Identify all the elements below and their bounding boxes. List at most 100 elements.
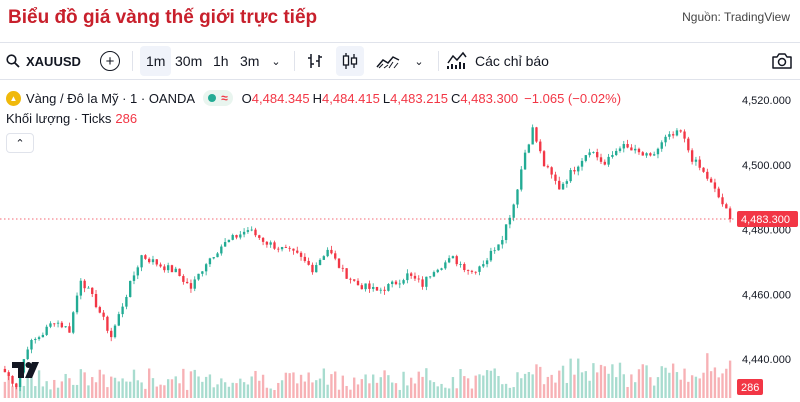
- volume-bar: [322, 368, 326, 398]
- candle-body: [428, 276, 432, 278]
- candle-body: [72, 312, 75, 333]
- volume-bar: [550, 374, 553, 398]
- volume-bar: [542, 384, 546, 398]
- candle-body: [668, 134, 671, 137]
- interval-3m-button[interactable]: 3m: [240, 53, 260, 69]
- candle-body: [611, 154, 614, 157]
- volume-bar: [584, 371, 587, 398]
- market-status-badge[interactable]: ≈: [203, 90, 233, 106]
- candle-body: [425, 276, 428, 287]
- volume-bar: [334, 371, 337, 398]
- price-tick-label: 4,460.000: [742, 289, 791, 301]
- volume-bar: [611, 364, 614, 398]
- volume-bar: [409, 377, 413, 398]
- volume-bar: [440, 383, 443, 398]
- volume-bar: [269, 388, 272, 398]
- candle-body: [459, 264, 462, 265]
- volume-bar: [212, 387, 215, 398]
- collapse-legend-button[interactable]: ⌃: [6, 133, 34, 153]
- candle-body: [497, 244, 500, 251]
- screenshot-button[interactable]: [768, 46, 796, 76]
- candle-body: [113, 325, 117, 338]
- volume-bar: [132, 369, 136, 398]
- volume-bar: [664, 367, 667, 398]
- compare-symbol-button[interactable]: +: [98, 43, 122, 79]
- candle-body: [269, 242, 272, 245]
- volume-bar: [311, 382, 314, 398]
- instrument-name: Vàng / Đô la Mỹ · 1 · OANDA: [26, 90, 196, 106]
- candle-body: [478, 266, 481, 272]
- candle-body: [637, 148, 641, 153]
- candle-body: [102, 312, 105, 317]
- bar-style-button[interactable]: [301, 46, 329, 76]
- volume-bar: [22, 385, 26, 398]
- price-axis[interactable]: 4,520.000 4,500.000 4,480.000 4,460.000 4,44…: [737, 95, 798, 395]
- candle-body: [68, 326, 71, 333]
- candle-body: [204, 264, 208, 272]
- candle-body: [242, 231, 246, 235]
- area-style-button[interactable]: [372, 46, 404, 76]
- volume-bar: [56, 387, 60, 398]
- volume-bar: [364, 374, 367, 398]
- candle-body: [231, 235, 234, 240]
- candle-body: [542, 151, 546, 167]
- volume-bar: [372, 374, 375, 398]
- volume-bar: [482, 375, 485, 398]
- volume-bar: [626, 386, 629, 398]
- volume-bar: [303, 381, 307, 398]
- volume-bar: [539, 366, 542, 398]
- volume-bar: [337, 389, 341, 398]
- volume-bar: [261, 374, 265, 398]
- interval-30m-button[interactable]: 30m: [175, 53, 203, 69]
- tradingview-logo[interactable]: [12, 358, 42, 382]
- price-chart[interactable]: 4,520.000 4,500.000 4,480.000 4,460.000 4,44…: [0, 80, 800, 402]
- volume-bar: [110, 376, 113, 398]
- symbol-search-button[interactable]: XAUUSD: [6, 43, 88, 79]
- candle-body: [550, 167, 553, 175]
- candle-style-button[interactable]: [336, 46, 364, 76]
- volume-bar: [683, 368, 686, 398]
- low-key: L: [382, 90, 391, 106]
- interval-1h-button[interactable]: 1h: [213, 53, 229, 69]
- volume-bar: [94, 382, 98, 398]
- candle-body: [394, 281, 398, 285]
- candle-body: [94, 293, 98, 308]
- candle-body: [375, 286, 379, 291]
- volume-bar: [204, 376, 208, 398]
- candle-body: [588, 152, 591, 156]
- candle-body: [227, 239, 231, 243]
- candle-body: [596, 152, 599, 158]
- candle-body: [182, 276, 185, 282]
- volume-bar: [159, 384, 162, 398]
- volume-bar: [174, 376, 177, 398]
- candle-body: [303, 256, 307, 261]
- volume-bar: [428, 380, 432, 398]
- candle-body: [208, 258, 212, 265]
- volume-bar: [258, 380, 261, 398]
- volume-bar: [535, 364, 538, 398]
- volume-bar: [129, 381, 132, 398]
- candle-body: [140, 255, 143, 268]
- candle-body: [721, 197, 724, 205]
- volume-bar: [155, 386, 158, 398]
- candle-body: [136, 267, 139, 276]
- candle-body: [235, 235, 238, 238]
- search-icon: [6, 54, 20, 68]
- interval-1m-button[interactable]: 1m: [140, 46, 172, 76]
- interval-dropdown-button[interactable]: ⌄: [262, 46, 290, 76]
- indicators-button[interactable]: Các chỉ báo: [446, 43, 549, 79]
- candle-body: [53, 323, 56, 325]
- chevron-down-icon: ⌄: [271, 55, 281, 68]
- volume-bar: [284, 372, 288, 398]
- toolbar-divider: [294, 51, 295, 71]
- volume-bar: [75, 384, 79, 398]
- chart-type-dropdown-button[interactable]: ⌄: [405, 46, 433, 76]
- candle-body: [561, 183, 565, 190]
- candles-icon: [342, 53, 358, 69]
- volume-bar: [227, 386, 231, 398]
- candle-body: [607, 156, 610, 165]
- candle-body: [599, 157, 603, 162]
- candle-body: [296, 250, 299, 253]
- volume-bar: [671, 363, 675, 398]
- volume-bar: [580, 372, 584, 398]
